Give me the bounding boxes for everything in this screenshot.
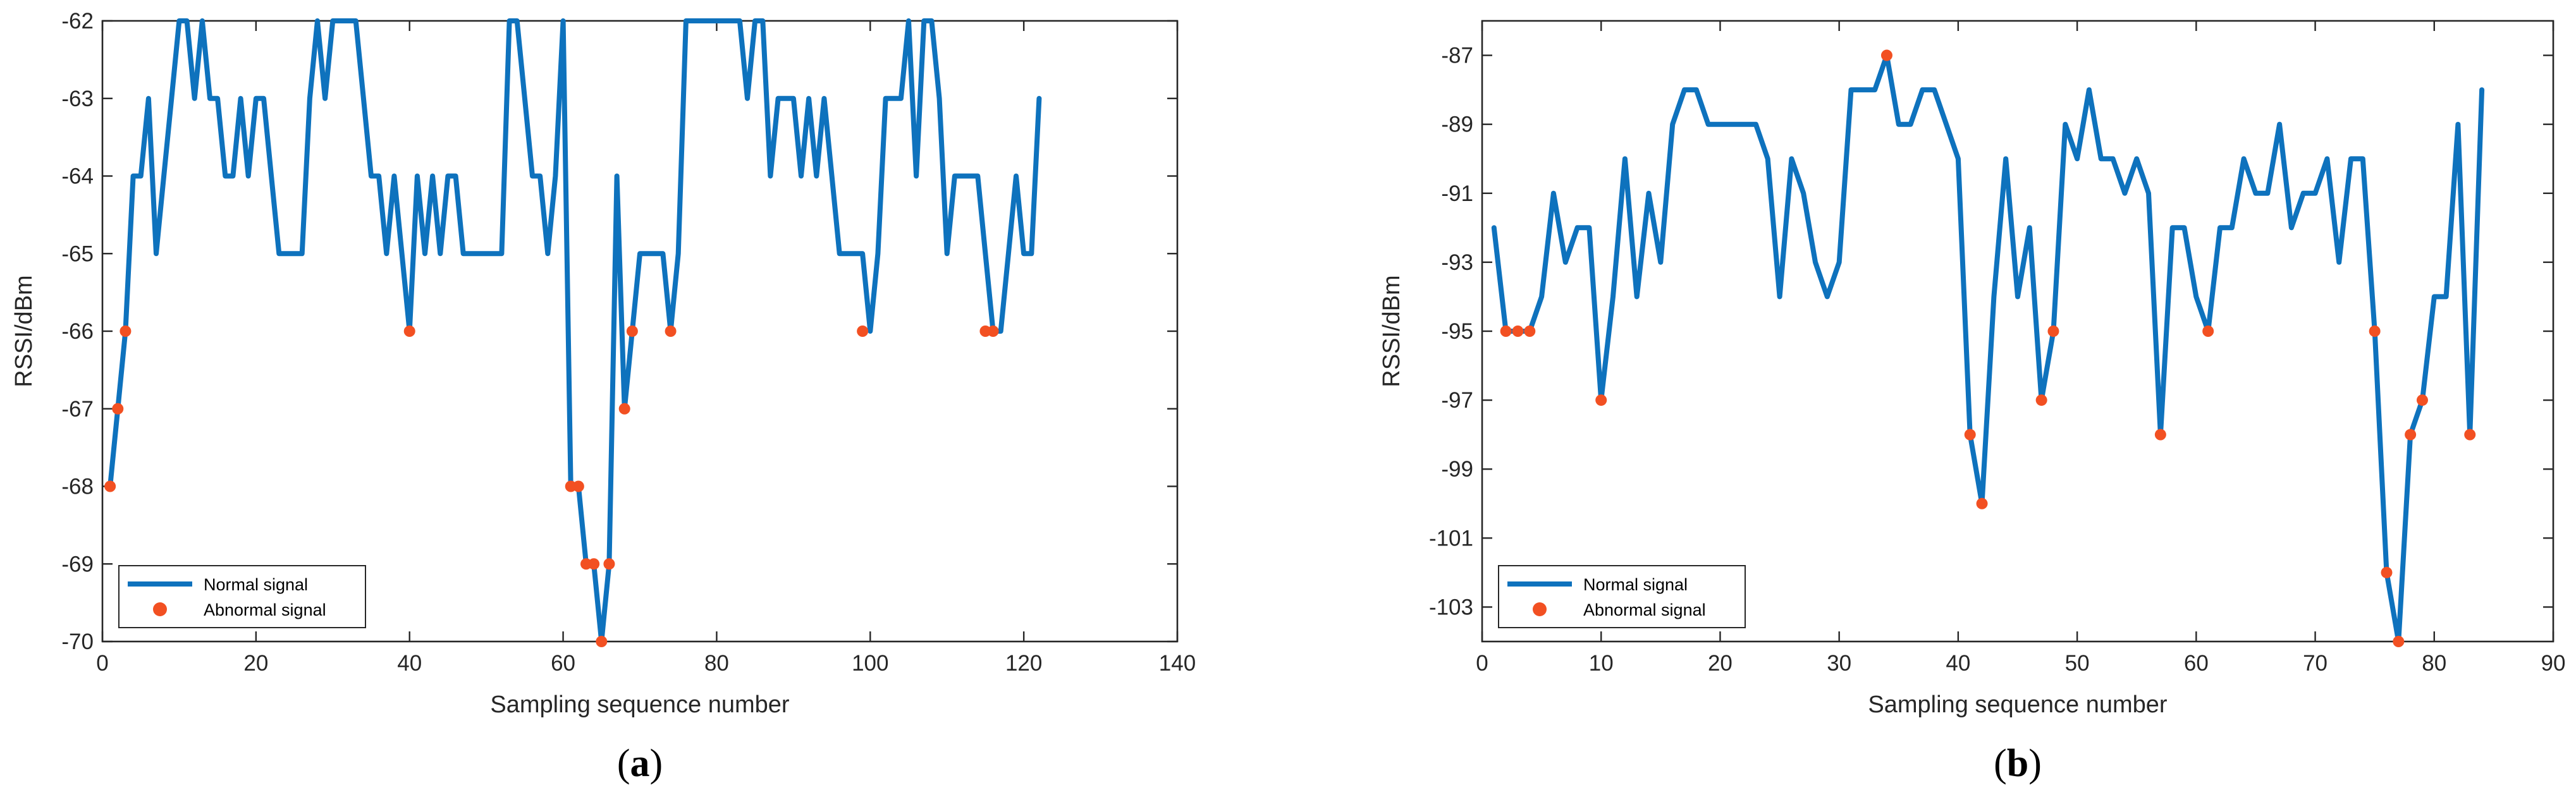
abnormal-signal-point-b — [1964, 429, 1976, 441]
y-tick-label-b: -93 — [1441, 250, 1473, 275]
abnormal-signal-point-b — [2416, 394, 2428, 406]
y-tick-label-b: -95 — [1441, 319, 1473, 344]
x-tick-label-b: 70 — [2303, 651, 2328, 676]
y-tick-label-a: -65 — [61, 241, 94, 266]
y-tick-label-b: -103 — [1429, 595, 1473, 619]
legend-b: Normal signal Abnormal signal — [1498, 565, 1746, 628]
abnormal-signal-point-b — [2047, 325, 2059, 337]
x-tick-label-a: 120 — [1005, 651, 1042, 676]
x-tick-label-b: 20 — [1708, 651, 1733, 676]
ticks-b: 0 10 20 30 40 50 60 70 80 90 -87 -89 -91 -93 -95 -97 -99… — [1429, 21, 2566, 676]
y-tick-label-a: -66 — [61, 319, 94, 344]
y-tick-label-b: -87 — [1441, 44, 1473, 68]
series-points-a — [104, 325, 999, 647]
abnormal-signal-point-a — [857, 325, 869, 337]
y-tick-label-a: -64 — [61, 164, 94, 189]
x-tick-label-b: 60 — [2184, 651, 2209, 676]
y-tick-label-a: -62 — [61, 9, 94, 33]
x-tick-label-a: 0 — [96, 651, 108, 676]
x-tick-label-b: 90 — [2541, 651, 2566, 676]
legend-abnormal-label-b: Abnormal signal — [1583, 600, 1706, 619]
x-tick-label-b: 10 — [1589, 651, 1614, 676]
legend-abnormal-label-a: Abnormal signal — [204, 600, 326, 619]
abnormal-signal-point-a — [596, 636, 608, 647]
legend-dot-icon-a — [153, 602, 167, 616]
x-tick-label-b: 40 — [1946, 651, 1970, 676]
caption-b: (b) — [1994, 742, 2042, 785]
abnormal-signal-point-b — [1524, 325, 1536, 337]
abnormal-signal-point-b — [1880, 49, 1892, 61]
x-tick-label-a: 60 — [551, 651, 575, 676]
abnormal-signal-point-a — [572, 480, 584, 492]
abnormal-signal-point-a — [618, 403, 630, 415]
y-axis-label-a: RSSI/dBm — [11, 275, 37, 387]
ticks-a: 0 20 40 60 80 100 120 140 -62 -63 -64 -65 -66 -67 -68 -… — [61, 9, 1196, 676]
y-axis-label-b: RSSI/dBm — [1378, 275, 1405, 387]
caption-letter-b: b — [2007, 742, 2028, 785]
x-tick-label-b: 30 — [1827, 651, 1851, 676]
x-tick-label-b: 0 — [1476, 651, 1488, 676]
abnormal-signal-point-a — [104, 480, 116, 492]
abnormal-signal-point-a — [603, 558, 615, 570]
abnormal-signal-point-a — [112, 403, 124, 415]
y-tick-label-b: -91 — [1441, 181, 1473, 206]
x-tick-label-a: 80 — [704, 651, 729, 676]
abnormal-signal-point-b — [2202, 325, 2214, 337]
chart-panel-b: 0 10 20 30 40 50 60 70 80 90 -87 -89 -91 -93 -95 -97 -99… — [1378, 20, 2566, 785]
x-tick-label-a: 140 — [1159, 651, 1196, 676]
abnormal-signal-point-b — [1976, 497, 1988, 509]
abnormal-signal-point-b — [2405, 429, 2417, 441]
abnormal-signal-point-a — [120, 325, 132, 337]
legend-a: Normal signal Abnormal signal — [118, 565, 366, 628]
abnormal-signal-point-a — [626, 325, 638, 337]
series-points-b — [1500, 49, 2476, 647]
abnormal-signal-point-a — [987, 325, 999, 337]
abnormal-signal-point-a — [665, 325, 677, 337]
y-tick-label-a: -67 — [61, 397, 94, 422]
series-lines-b — [1491, 52, 2485, 644]
y-tick-label-a: -68 — [61, 475, 94, 499]
normal-signal-line-b — [1491, 52, 2485, 644]
abnormal-signal-point-b — [1500, 325, 1512, 337]
x-axis-label-b: Sampling sequence number — [1868, 691, 2168, 718]
abnormal-signal-point-b — [2154, 429, 2166, 441]
caption-letter-a: a — [630, 742, 650, 785]
abnormal-signal-point-b — [2035, 394, 2047, 406]
y-tick-label-b: -99 — [1441, 457, 1473, 482]
abnormal-signal-point-b — [2393, 636, 2405, 647]
y-tick-label-a: -63 — [61, 87, 94, 111]
legend-normal-label-b: Normal signal — [1583, 575, 1688, 594]
x-tick-label-a: 100 — [852, 651, 888, 676]
y-tick-label-b: -97 — [1441, 388, 1473, 413]
legend-box-a — [118, 565, 366, 628]
abnormal-signal-point-b — [2464, 429, 2476, 441]
y-tick-label-b: -89 — [1441, 113, 1473, 137]
y-tick-label-a: -69 — [61, 552, 94, 576]
legend-box-b — [1498, 565, 1746, 628]
x-tick-label-a: 20 — [243, 651, 268, 676]
abnormal-signal-point-b — [2381, 566, 2393, 578]
abnormal-signal-point-a — [588, 558, 600, 570]
x-tick-label-b: 80 — [2422, 651, 2446, 676]
caption-a: (a) — [617, 742, 663, 785]
plot-area-b — [1481, 20, 2555, 643]
abnormal-signal-point-b — [2369, 325, 2381, 337]
x-tick-label-a: 40 — [397, 651, 422, 676]
legend-dot-icon-b — [1533, 602, 1547, 616]
legend-normal-label-a: Normal signal — [204, 575, 308, 594]
x-tick-label-b: 50 — [2065, 651, 2090, 676]
y-tick-label-b: -101 — [1429, 526, 1473, 551]
abnormal-signal-point-b — [1595, 394, 1607, 406]
chart-panel-a: 0 20 40 60 80 100 120 140 -62 -63 -64 -65 -66 -67 -68 -… — [11, 9, 1196, 785]
y-tick-label-a: -70 — [61, 630, 94, 654]
x-axis-label-a: Sampling sequence number — [490, 691, 790, 718]
abnormal-signal-point-b — [1512, 325, 1524, 337]
abnormal-signal-point-a — [403, 325, 415, 337]
